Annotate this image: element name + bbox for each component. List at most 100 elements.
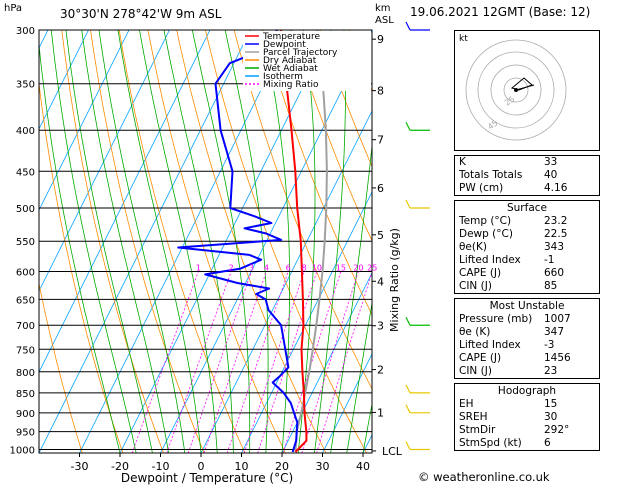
hodograph-ring bbox=[477, 51, 555, 129]
km-label: km bbox=[375, 3, 391, 14]
wind-barb bbox=[405, 404, 411, 414]
wind-barb bbox=[405, 316, 411, 326]
pressure-tick-label: 350 bbox=[16, 80, 35, 91]
mixing-ratio-label: 15 bbox=[336, 264, 346, 273]
mixing-ratio-line bbox=[257, 271, 318, 453]
hodograph-param-label: SREH bbox=[459, 411, 488, 423]
index-value: 33 bbox=[544, 156, 558, 168]
basic-indices-box: K 33 Totals Totals 40 PW (cm) 4.16 bbox=[454, 155, 600, 196]
most-unstable-value: 347 bbox=[544, 326, 565, 338]
most-unstable-label: CIN (J) bbox=[459, 365, 492, 377]
x-tick-label: -20 bbox=[111, 460, 129, 473]
km-tick-label: 2 bbox=[377, 364, 384, 377]
hodograph-ring bbox=[490, 64, 542, 116]
x-tick-label: 10 bbox=[235, 460, 249, 473]
pressure-tick-label: 1000 bbox=[10, 446, 35, 457]
pressure-tick-label: 900 bbox=[16, 409, 35, 420]
hodograph-param-label: StmDir bbox=[459, 424, 496, 436]
surface-label: Temp (°C) bbox=[459, 215, 512, 227]
hodograph-param-row: StmDir 292° bbox=[455, 424, 599, 437]
surface-value: 22.5 bbox=[544, 228, 568, 240]
wet-adiabat-line bbox=[50, 30, 137, 453]
wet-adiabat-line bbox=[191, 30, 251, 453]
hodograph-center-dot bbox=[514, 88, 518, 92]
wet-adiabat-line bbox=[117, 30, 202, 453]
pressure-tick-label: 500 bbox=[16, 204, 35, 215]
wind-barb bbox=[405, 199, 411, 209]
temperature-line bbox=[279, 30, 308, 453]
mixing-ratio-line bbox=[131, 271, 199, 453]
hodograph-ring bbox=[503, 77, 529, 103]
x-tick-label: 0 bbox=[198, 460, 205, 473]
index-value: 4.16 bbox=[544, 182, 568, 194]
most-unstable-row: Lifted Index -3 bbox=[455, 339, 599, 352]
isotherm-line bbox=[0, 30, 8, 453]
dry-adiabat-line bbox=[147, 30, 286, 453]
wind-barb bbox=[405, 384, 411, 394]
km-tick-label: 1 bbox=[377, 406, 384, 419]
legend-background bbox=[243, 31, 371, 91]
surface-value: 660 bbox=[544, 267, 565, 279]
asl-label: ASL bbox=[375, 15, 394, 26]
wet-adiabat-line bbox=[81, 30, 169, 453]
dry-adiabat-line bbox=[118, 30, 246, 453]
isotherm-line bbox=[281, 272, 372, 453]
legend-entry: Wet Adiabat bbox=[263, 64, 318, 74]
x-tick-label: 40 bbox=[356, 460, 370, 473]
surface-label: CAPE (J) bbox=[459, 267, 502, 279]
pressure-tick-label: 750 bbox=[16, 345, 35, 356]
index-row-k: K 33 bbox=[455, 156, 599, 169]
index-value: 40 bbox=[544, 169, 558, 181]
wet-adiabat-line bbox=[65, 30, 153, 453]
index-row-totals: Totals Totals 40 bbox=[455, 169, 599, 182]
hodograph-param-row: StmSpd (kt) 6 bbox=[455, 437, 599, 450]
hodograph-params-box: Hodograph EH 15 SREH 30 StmDir 292° StmSpd (kt… bbox=[454, 383, 600, 451]
mixing-ratio-label: 4 bbox=[264, 264, 269, 273]
km-tick-label: 9 bbox=[377, 33, 384, 46]
x-tick-label: -10 bbox=[152, 460, 170, 473]
x-tick-label: 30 bbox=[316, 460, 330, 473]
pressure-tick-label: 400 bbox=[16, 126, 35, 137]
most-unstable-value: 23 bbox=[544, 365, 558, 377]
hodograph-ring bbox=[465, 39, 567, 141]
hpa-unit-label: hPa bbox=[4, 3, 23, 14]
surface-box: Surface Temp (°C) 23.2 Dewp (°C) 22.5 θe(K) 3… bbox=[454, 200, 600, 294]
surface-row: θe(K) 343 bbox=[455, 241, 599, 254]
x-tick-label: -30 bbox=[71, 460, 89, 473]
surface-value: 23.2 bbox=[544, 215, 568, 227]
most-unstable-value: 1456 bbox=[544, 352, 571, 364]
most-unstable-value: -3 bbox=[544, 339, 555, 351]
x-axis-label: Dewpoint / Temperature (°C) bbox=[121, 471, 293, 485]
pressure-tick-label: 850 bbox=[16, 389, 35, 400]
indices-panel: K 33 Totals Totals 40 PW (cm) 4.16 Surface … bbox=[454, 155, 600, 455]
mixing-ratio-line bbox=[243, 271, 305, 453]
surface-label: θe(K) bbox=[459, 241, 487, 253]
legend-entry: Mixing Ratio bbox=[263, 80, 319, 90]
mixing-ratio-line bbox=[316, 271, 372, 453]
wet-adiabat-line bbox=[330, 142, 372, 453]
wind-barb bbox=[405, 441, 411, 450]
most-unstable-label: Pressure (mb) bbox=[459, 313, 533, 325]
mixing-ratio-line bbox=[282, 271, 342, 453]
mixing-ratio-line bbox=[203, 271, 267, 453]
copyright-footer: © weatheronline.co.uk bbox=[418, 470, 550, 484]
surface-value: 85 bbox=[544, 280, 558, 292]
surface-label: Dewp (°C) bbox=[459, 228, 513, 240]
km-tick-label: 4 bbox=[377, 275, 384, 288]
wet-adiabat-line bbox=[139, 30, 218, 453]
wet-adiabat-line bbox=[98, 30, 186, 453]
most-unstable-label: θe (K) bbox=[459, 326, 491, 338]
mixing-ratio-label: 25 bbox=[367, 264, 377, 273]
wind-barb bbox=[405, 21, 411, 31]
isotherm-line bbox=[39, 30, 89, 130]
index-label: K bbox=[459, 156, 466, 168]
wet-adiabat-line bbox=[346, 300, 372, 453]
run-info: 19.06.2021 12GMT (Base: 12) bbox=[410, 5, 591, 19]
km-tick-label: 5 bbox=[377, 229, 384, 242]
hodograph-param-value: 15 bbox=[544, 398, 558, 410]
mixing-ratio-label: 2 bbox=[229, 264, 234, 273]
km-tick-label: LCL bbox=[382, 445, 403, 458]
station-label: 30°30'N 278°42'W 9m ASL bbox=[60, 7, 222, 21]
pressure-tick-label: 950 bbox=[16, 428, 35, 439]
